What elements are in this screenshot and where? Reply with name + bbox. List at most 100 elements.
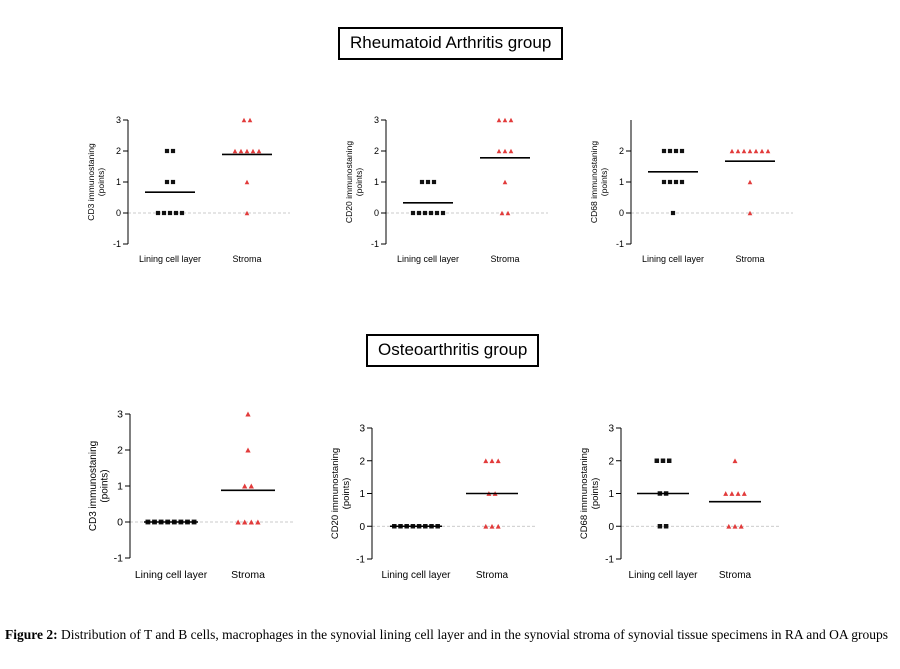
data-point-triangle [732, 523, 738, 529]
y-axis-title-line: (points) [96, 168, 106, 197]
data-point-triangle [496, 117, 502, 123]
data-point-square [164, 179, 170, 185]
data-point-triangle [247, 117, 253, 123]
chart-ra-cd20: -1 0 1 2 3 CD20 immunostaning(points) Lining c… [344, 115, 548, 264]
y-tick-label: 3 [608, 424, 614, 435]
data-point-square [679, 148, 685, 154]
data-point-square [425, 179, 431, 185]
data-point-square [422, 210, 428, 216]
y-tick-label: 3 [359, 424, 365, 435]
data-point-triangle [248, 519, 254, 525]
y-tick-label: 0 [117, 517, 123, 529]
data-point-square [654, 458, 660, 463]
data-point-square [173, 210, 179, 216]
y-tick-label: 2 [116, 146, 121, 156]
y-tick-label: 2 [374, 146, 379, 156]
data-point-triangle [489, 523, 495, 529]
x-category-label: Lining cell layer [135, 569, 208, 581]
y-axis-title-line: CD3 immunostaning [88, 441, 99, 531]
y-tick-label: 1 [374, 177, 379, 187]
data-point-triangle [248, 483, 254, 489]
y-tick-label: 1 [608, 489, 614, 500]
y-tick-label: 3 [116, 115, 121, 125]
y-tick-label: 2 [608, 456, 614, 467]
data-point-triangle [235, 519, 241, 525]
y-tick-label: 2 [619, 146, 624, 156]
data-point-square [440, 210, 446, 216]
data-point-square [410, 210, 416, 216]
data-point-triangle [255, 519, 261, 525]
y-axis-title: CD20 immunostaning(points) [330, 448, 352, 539]
y-tick-label: 3 [117, 409, 123, 421]
x-category-label: Stroma [476, 570, 509, 581]
y-tick-label: 0 [359, 522, 365, 533]
x-category-label: Stroma [232, 254, 261, 264]
data-point-triangle [241, 117, 247, 123]
data-point-triangle [508, 148, 514, 154]
data-point-triangle [747, 210, 753, 216]
data-point-triangle [726, 523, 732, 529]
data-point-triangle [483, 458, 489, 464]
data-point-triangle [242, 519, 248, 525]
y-axis-title: CD20 immunostaning(points) [344, 141, 364, 223]
data-point-triangle [232, 148, 238, 154]
chart-oa-cd68: -1 0 1 2 3 CD68 immunostaning(points) Lining c… [579, 424, 779, 581]
data-point-square [164, 148, 170, 154]
data-point-triangle [256, 148, 262, 154]
data-point-triangle [735, 491, 741, 496]
y-tick-label: 0 [619, 208, 624, 218]
data-point-triangle [741, 491, 747, 496]
data-point-square [434, 210, 440, 216]
y-tick-label: 1 [359, 489, 365, 500]
data-point-triangle [244, 179, 250, 185]
y-tick-label: -1 [616, 239, 624, 249]
y-axis-title-line: CD68 immunostaning [589, 141, 599, 223]
data-point-triangle [732, 458, 738, 464]
y-axis-title: CD3 immunostaning(points) [88, 441, 111, 531]
data-point-square [661, 179, 667, 185]
data-point-triangle [765, 148, 771, 154]
y-axis-title: CD68 immunostaning(points) [579, 448, 601, 539]
data-point-triangle [747, 148, 753, 154]
data-point-triangle [723, 491, 729, 496]
y-tick-label: -1 [114, 553, 123, 565]
oa-group-title: Osteoarthritis group [366, 334, 540, 367]
ra-group-title: Rheumatoid Arthritis group [338, 27, 564, 60]
y-axis-title-line: CD20 immunostaning [330, 448, 341, 539]
data-point-triangle [508, 117, 514, 123]
data-point-triangle [238, 148, 244, 154]
data-point-triangle [502, 148, 508, 154]
x-category-label: Stroma [490, 254, 519, 264]
data-point-square [416, 210, 422, 216]
data-point-square [673, 179, 679, 185]
data-point-triangle [735, 148, 741, 154]
x-category-label: Lining cell layer [382, 570, 452, 581]
figure-caption: Figure 2: Distribution of T and B cells,… [5, 626, 895, 643]
data-point-square [670, 210, 676, 216]
chart-oa-cd3: -1 0 1 2 3 CD3 immunostaning(points) Lining ce… [88, 409, 293, 581]
data-point-triangle [495, 523, 501, 529]
data-point-triangle [729, 148, 735, 154]
y-tick-label: -1 [356, 555, 365, 566]
y-tick-label: 0 [608, 522, 614, 533]
data-point-triangle [499, 210, 505, 216]
data-point-triangle [244, 148, 250, 154]
data-point-square [660, 458, 666, 463]
x-category-label: Stroma [719, 570, 752, 581]
y-axis-title: CD3 immunostaning(points) [86, 143, 106, 221]
y-axis-title-line: (points) [590, 478, 601, 510]
y-axis-title-line: CD68 immunostaning [579, 448, 590, 539]
x-category-label: Lining cell layer [397, 254, 459, 264]
data-point-square [679, 179, 685, 185]
data-point-square [657, 524, 663, 529]
x-category-label: Stroma [231, 569, 265, 581]
data-point-triangle [753, 148, 759, 154]
y-tick-label: -1 [113, 239, 121, 249]
data-point-square [667, 179, 673, 185]
data-point-triangle [245, 447, 251, 453]
data-point-triangle [505, 210, 511, 216]
data-point-triangle [489, 458, 495, 464]
chart-oa-cd20: -1 0 1 2 3 CD20 immunostaning(points) Lining c… [330, 424, 536, 581]
y-axis-title-line: (points) [100, 469, 111, 502]
y-axis-title: CD68 immunostaning(points) [589, 141, 609, 223]
